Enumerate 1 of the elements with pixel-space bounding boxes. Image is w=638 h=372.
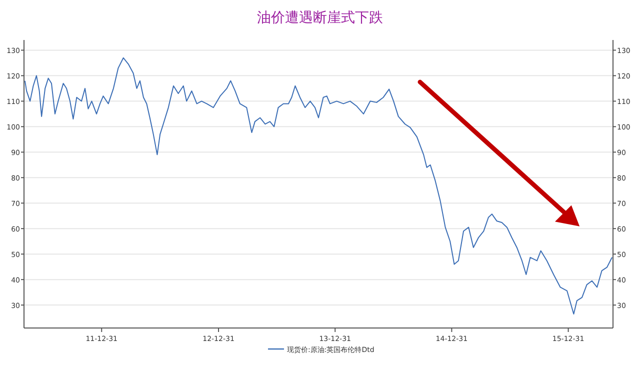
chart-title: 油价遭遇断崖式下跌 [257, 10, 383, 26]
